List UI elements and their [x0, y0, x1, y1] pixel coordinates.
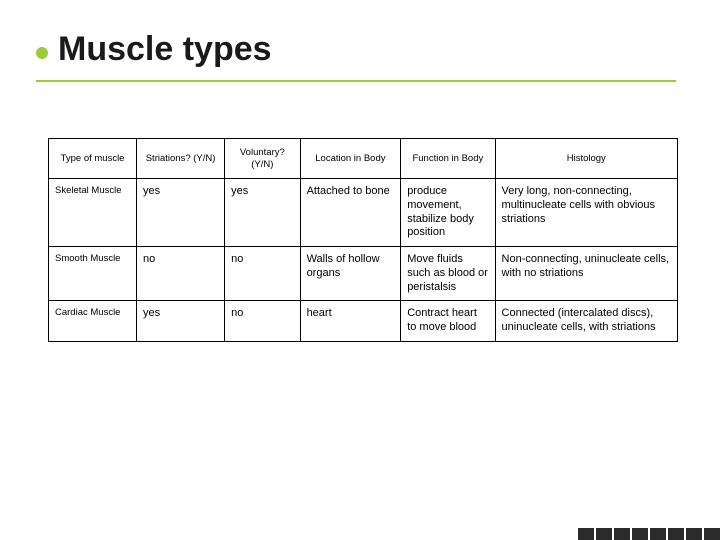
cell-type: Cardiac Muscle	[49, 301, 137, 342]
table-row: Smooth Muscle no no Walls of hollow orga…	[49, 247, 678, 301]
col-voluntary: Voluntary? (Y/N)	[225, 139, 300, 179]
col-striations: Striations? (Y/N)	[137, 139, 225, 179]
nav-thumb[interactable]	[614, 528, 630, 540]
cell-location: Attached to bone	[300, 179, 401, 247]
cell-function: Contract heart to move blood	[401, 301, 495, 342]
nav-thumb[interactable]	[632, 528, 648, 540]
cell-function: Move fluids such as blood or peristalsis	[401, 247, 495, 301]
cell-function: produce movement, stabilize body positio…	[401, 179, 495, 247]
cell-striations: no	[137, 247, 225, 301]
col-function: Function in Body	[401, 139, 495, 179]
slide-title: Muscle types	[58, 30, 272, 69]
muscle-table-wrap: Type of muscle Striations? (Y/N) Volunta…	[48, 138, 678, 342]
col-location: Location in Body	[300, 139, 401, 179]
table-row: Skeletal Muscle yes yes Attached to bone…	[49, 179, 678, 247]
col-histology: Histology	[495, 139, 677, 179]
cell-striations: yes	[137, 301, 225, 342]
cell-voluntary: yes	[225, 179, 300, 247]
nav-thumb[interactable]	[596, 528, 612, 540]
cell-histology: Connected (intercalated discs), uninucle…	[495, 301, 677, 342]
cell-voluntary: no	[225, 301, 300, 342]
nav-thumb[interactable]	[686, 528, 702, 540]
table-row: Cardiac Muscle yes no heart Contract hea…	[49, 301, 678, 342]
cell-voluntary: no	[225, 247, 300, 301]
title-block: Muscle types	[36, 30, 272, 69]
cell-location: heart	[300, 301, 401, 342]
table-header-row: Type of muscle Striations? (Y/N) Volunta…	[49, 139, 678, 179]
cell-type: Smooth Muscle	[49, 247, 137, 301]
cell-location: Walls of hollow organs	[300, 247, 401, 301]
nav-thumb[interactable]	[668, 528, 684, 540]
title-underline	[36, 80, 676, 82]
nav-thumb[interactable]	[704, 528, 720, 540]
cell-histology: Non-connecting, uninucleate cells, with …	[495, 247, 677, 301]
cell-histology: Very long, non-connecting, multinucleate…	[495, 179, 677, 247]
nav-thumb[interactable]	[578, 528, 594, 540]
cell-type: Skeletal Muscle	[49, 179, 137, 247]
nav-thumb[interactable]	[650, 528, 666, 540]
muscle-table: Type of muscle Striations? (Y/N) Volunta…	[48, 138, 678, 342]
bullet-icon	[36, 47, 48, 59]
cell-striations: yes	[137, 179, 225, 247]
col-type: Type of muscle	[49, 139, 137, 179]
thumbnail-strip	[578, 528, 720, 540]
